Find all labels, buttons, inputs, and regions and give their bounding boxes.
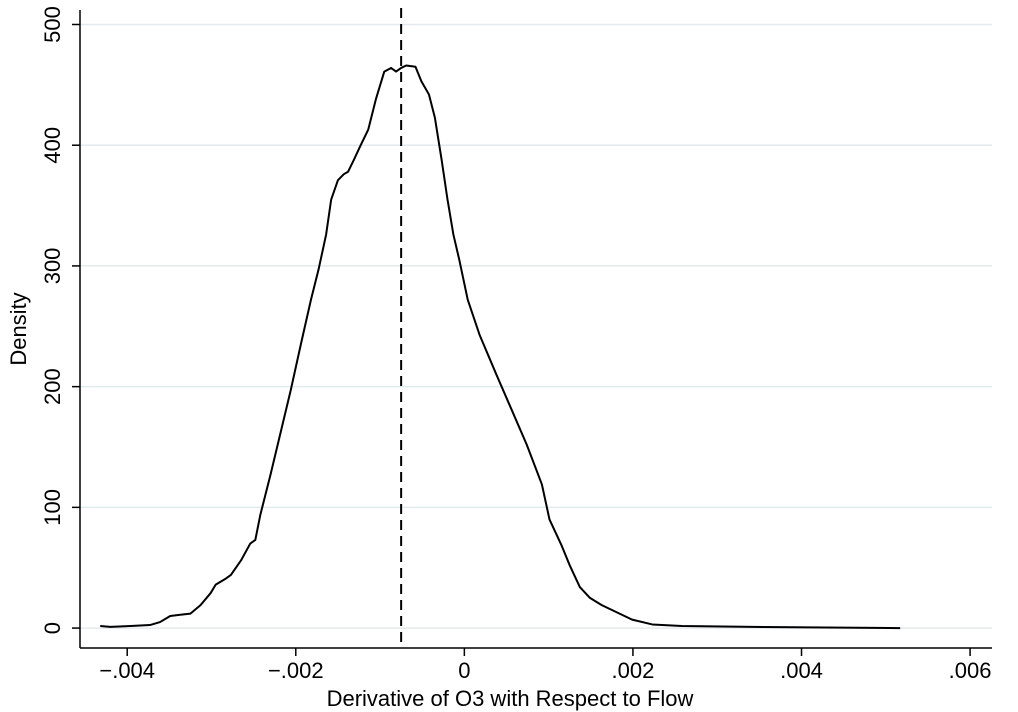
x-tick-label: .006 (949, 658, 992, 683)
y-tick-label: 500 (40, 6, 65, 43)
x-tick-label: .002 (612, 658, 655, 683)
y-tick-label: 400 (40, 127, 65, 164)
y-tick-label: 0 (40, 622, 65, 634)
x-tick-label: −.004 (99, 658, 155, 683)
x-tick-label: .004 (780, 658, 823, 683)
y-tick-label: 100 (40, 489, 65, 526)
x-tick-label: −.002 (268, 658, 324, 683)
density-line (100, 64, 901, 630)
x-tick-label: 0 (458, 658, 470, 683)
x-axis-title: Derivative of O3 with Respect to Flow (327, 686, 694, 711)
y-tick-label: 200 (40, 368, 65, 405)
y-axis-title: Density (6, 292, 31, 365)
y-tick-label: 300 (40, 248, 65, 285)
